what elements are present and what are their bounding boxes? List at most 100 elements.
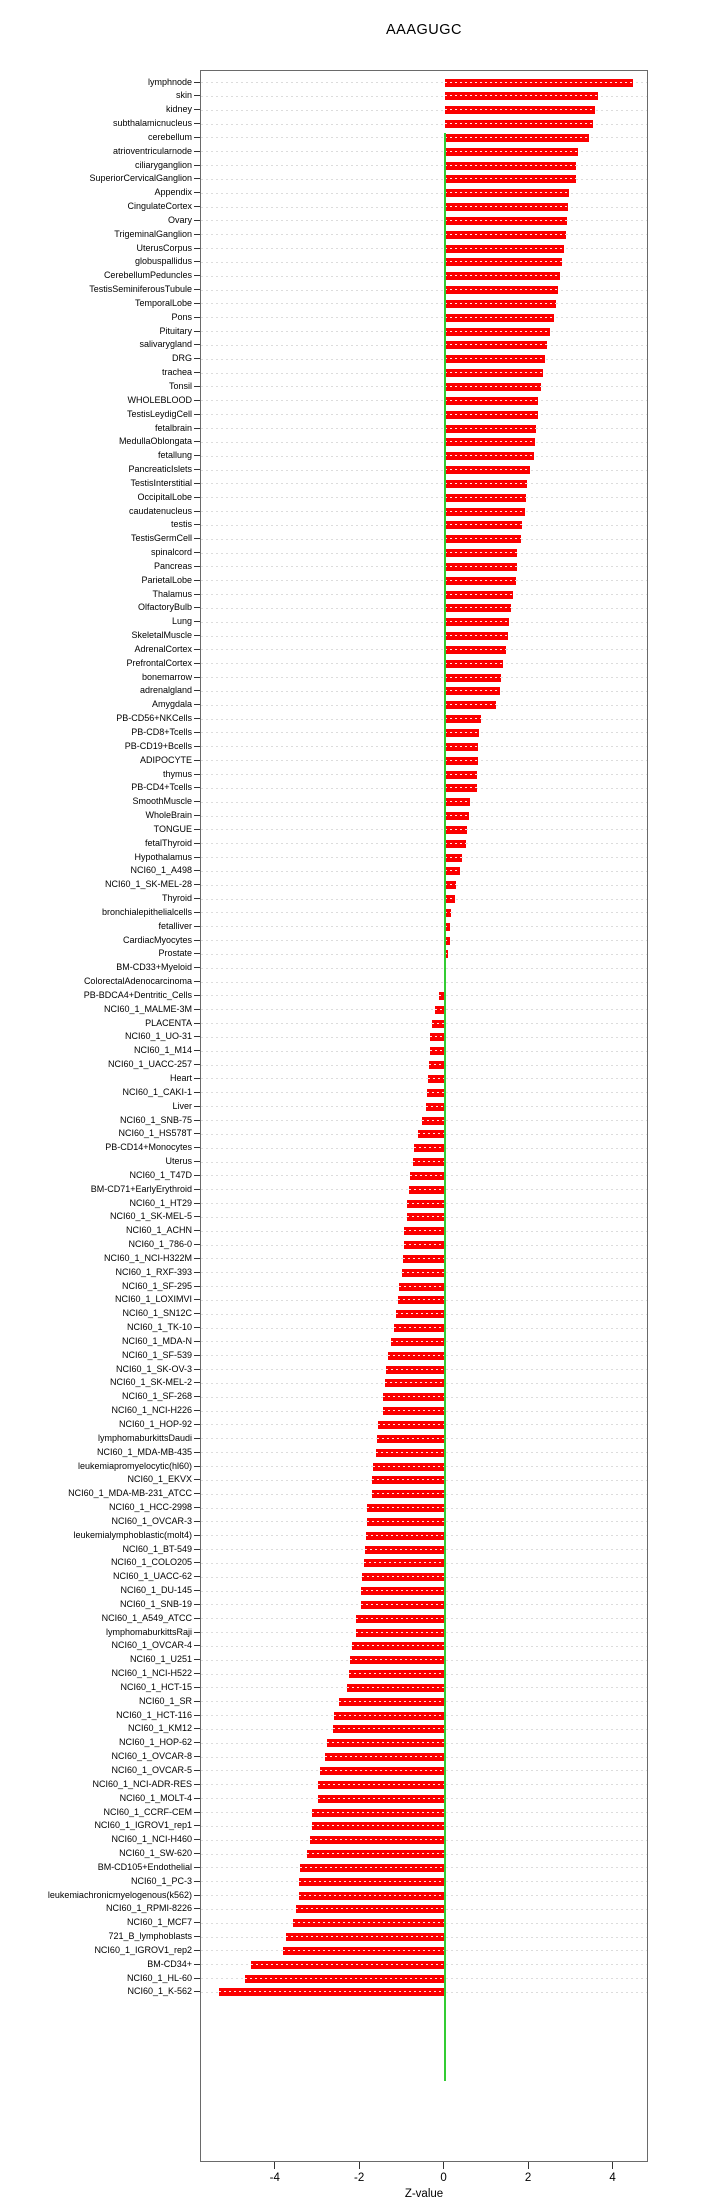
bar-gridline-overlay (311, 1825, 445, 1827)
bar-gridline-overlay (384, 1382, 445, 1384)
y-tick (194, 1742, 200, 1744)
bar-gridline-overlay (296, 1908, 445, 1910)
bar-gridline-overlay (444, 219, 568, 221)
bar-gridline-overlay (444, 372, 543, 374)
bar (285, 1933, 445, 1942)
y-tick (194, 1673, 200, 1675)
y-tick (194, 441, 200, 443)
y-axis-label: ciliaryganglion (134, 159, 192, 170)
bar-gridline-overlay (282, 1949, 445, 1951)
gridline (201, 248, 647, 250)
y-axis-label: DRG (172, 353, 192, 364)
bar (444, 341, 548, 350)
bar (317, 1794, 445, 1803)
y-tick (194, 1631, 200, 1633)
bar (444, 424, 537, 433)
gridline (201, 732, 647, 734)
gridline (201, 275, 647, 277)
y-axis-label: spinalcord (150, 547, 192, 558)
gridline (201, 621, 647, 623)
y-tick (194, 1603, 200, 1605)
y-tick (194, 1493, 200, 1495)
y-tick (194, 635, 200, 637)
y-tick (194, 1590, 200, 1592)
y-axis-label: NCI60_1_SN12C (122, 1308, 192, 1319)
y-tick (194, 1161, 200, 1163)
bar-gridline-overlay (444, 884, 457, 886)
gridline (201, 884, 647, 886)
y-tick (194, 1853, 200, 1855)
bar-gridline-overlay (365, 1548, 445, 1550)
bar (444, 106, 595, 115)
y-axis-label: Prostate (158, 948, 192, 959)
y-axis-label: Heart (169, 1072, 192, 1083)
bar-gridline-overlay (307, 1853, 445, 1855)
bar-gridline-overlay (399, 1285, 445, 1287)
bar-gridline-overlay (444, 524, 522, 526)
bar (325, 1753, 445, 1762)
gridline (201, 497, 647, 499)
bar (365, 1545, 445, 1554)
bar (444, 549, 518, 558)
bar-gridline-overlay (385, 1368, 445, 1370)
bar-gridline-overlay (444, 275, 561, 277)
bar (401, 1268, 445, 1277)
bar-gridline-overlay (408, 1188, 445, 1190)
gridline (201, 649, 647, 651)
bar-gridline-overlay (404, 1230, 445, 1232)
y-tick (194, 178, 200, 180)
y-axis-label: CardiacMyocytes (122, 934, 192, 945)
bar-gridline-overlay (293, 1922, 445, 1924)
y-tick (194, 455, 200, 457)
bar (361, 1587, 445, 1596)
y-axis-label: NCI60_1_NCI-H522 (111, 1668, 192, 1679)
y-tick (194, 275, 200, 277)
gridline (201, 898, 647, 900)
y-axis-label: SuperiorCervicalGanglion (89, 173, 192, 184)
bar (398, 1296, 445, 1305)
y-tick (194, 731, 200, 733)
y-tick (194, 1797, 200, 1799)
bar (444, 673, 501, 682)
bar (414, 1144, 445, 1153)
bar (372, 1462, 445, 1471)
y-tick (194, 261, 200, 263)
bar-gridline-overlay (444, 939, 450, 941)
y-tick (194, 1050, 200, 1052)
bar-gridline-overlay (388, 1354, 445, 1356)
bar (444, 203, 569, 212)
bar (444, 950, 448, 959)
gridline (201, 123, 647, 125)
y-axis-label: NCI60_1_MCF7 (126, 1917, 192, 1928)
bar (444, 78, 633, 87)
bar-gridline-overlay (444, 662, 503, 664)
y-axis-label: PB-CD14+Monocytes (105, 1142, 192, 1153)
y-tick (194, 1922, 200, 1924)
bar (409, 1171, 445, 1180)
y-axis-label: NCI60_1_CAKI-1 (122, 1086, 192, 1097)
y-tick (194, 1230, 200, 1232)
y-axis-label: subthalamicnucleus (112, 118, 192, 129)
y-axis-label: NCI60_1_DU-145 (120, 1585, 192, 1596)
y-tick (194, 815, 200, 817)
y-axis-label: PB-CD56+NKCells (116, 713, 192, 724)
y-tick (194, 1119, 200, 1121)
y-tick (194, 1991, 200, 1993)
bar-gridline-overlay (444, 482, 528, 484)
bar-gridline-overlay (444, 635, 508, 637)
y-tick (194, 427, 200, 429)
gridline (201, 663, 647, 665)
gridline (201, 774, 647, 775)
y-axis-label: NCI60_1_MDA-N (121, 1335, 192, 1346)
y-tick (194, 1340, 200, 1342)
y-tick (194, 828, 200, 830)
y-tick (194, 219, 200, 221)
y-tick (194, 745, 200, 747)
y-tick (194, 1908, 200, 1910)
y-tick (194, 1299, 200, 1301)
y-axis-label: NCI60_1_NCI-H322M (103, 1252, 192, 1263)
y-axis-label: TestisInterstitial (130, 477, 192, 488)
bar-gridline-overlay (327, 1742, 445, 1744)
y-axis-label: Thyroid (161, 893, 192, 904)
x-tick-label: 2 (524, 2172, 532, 2184)
